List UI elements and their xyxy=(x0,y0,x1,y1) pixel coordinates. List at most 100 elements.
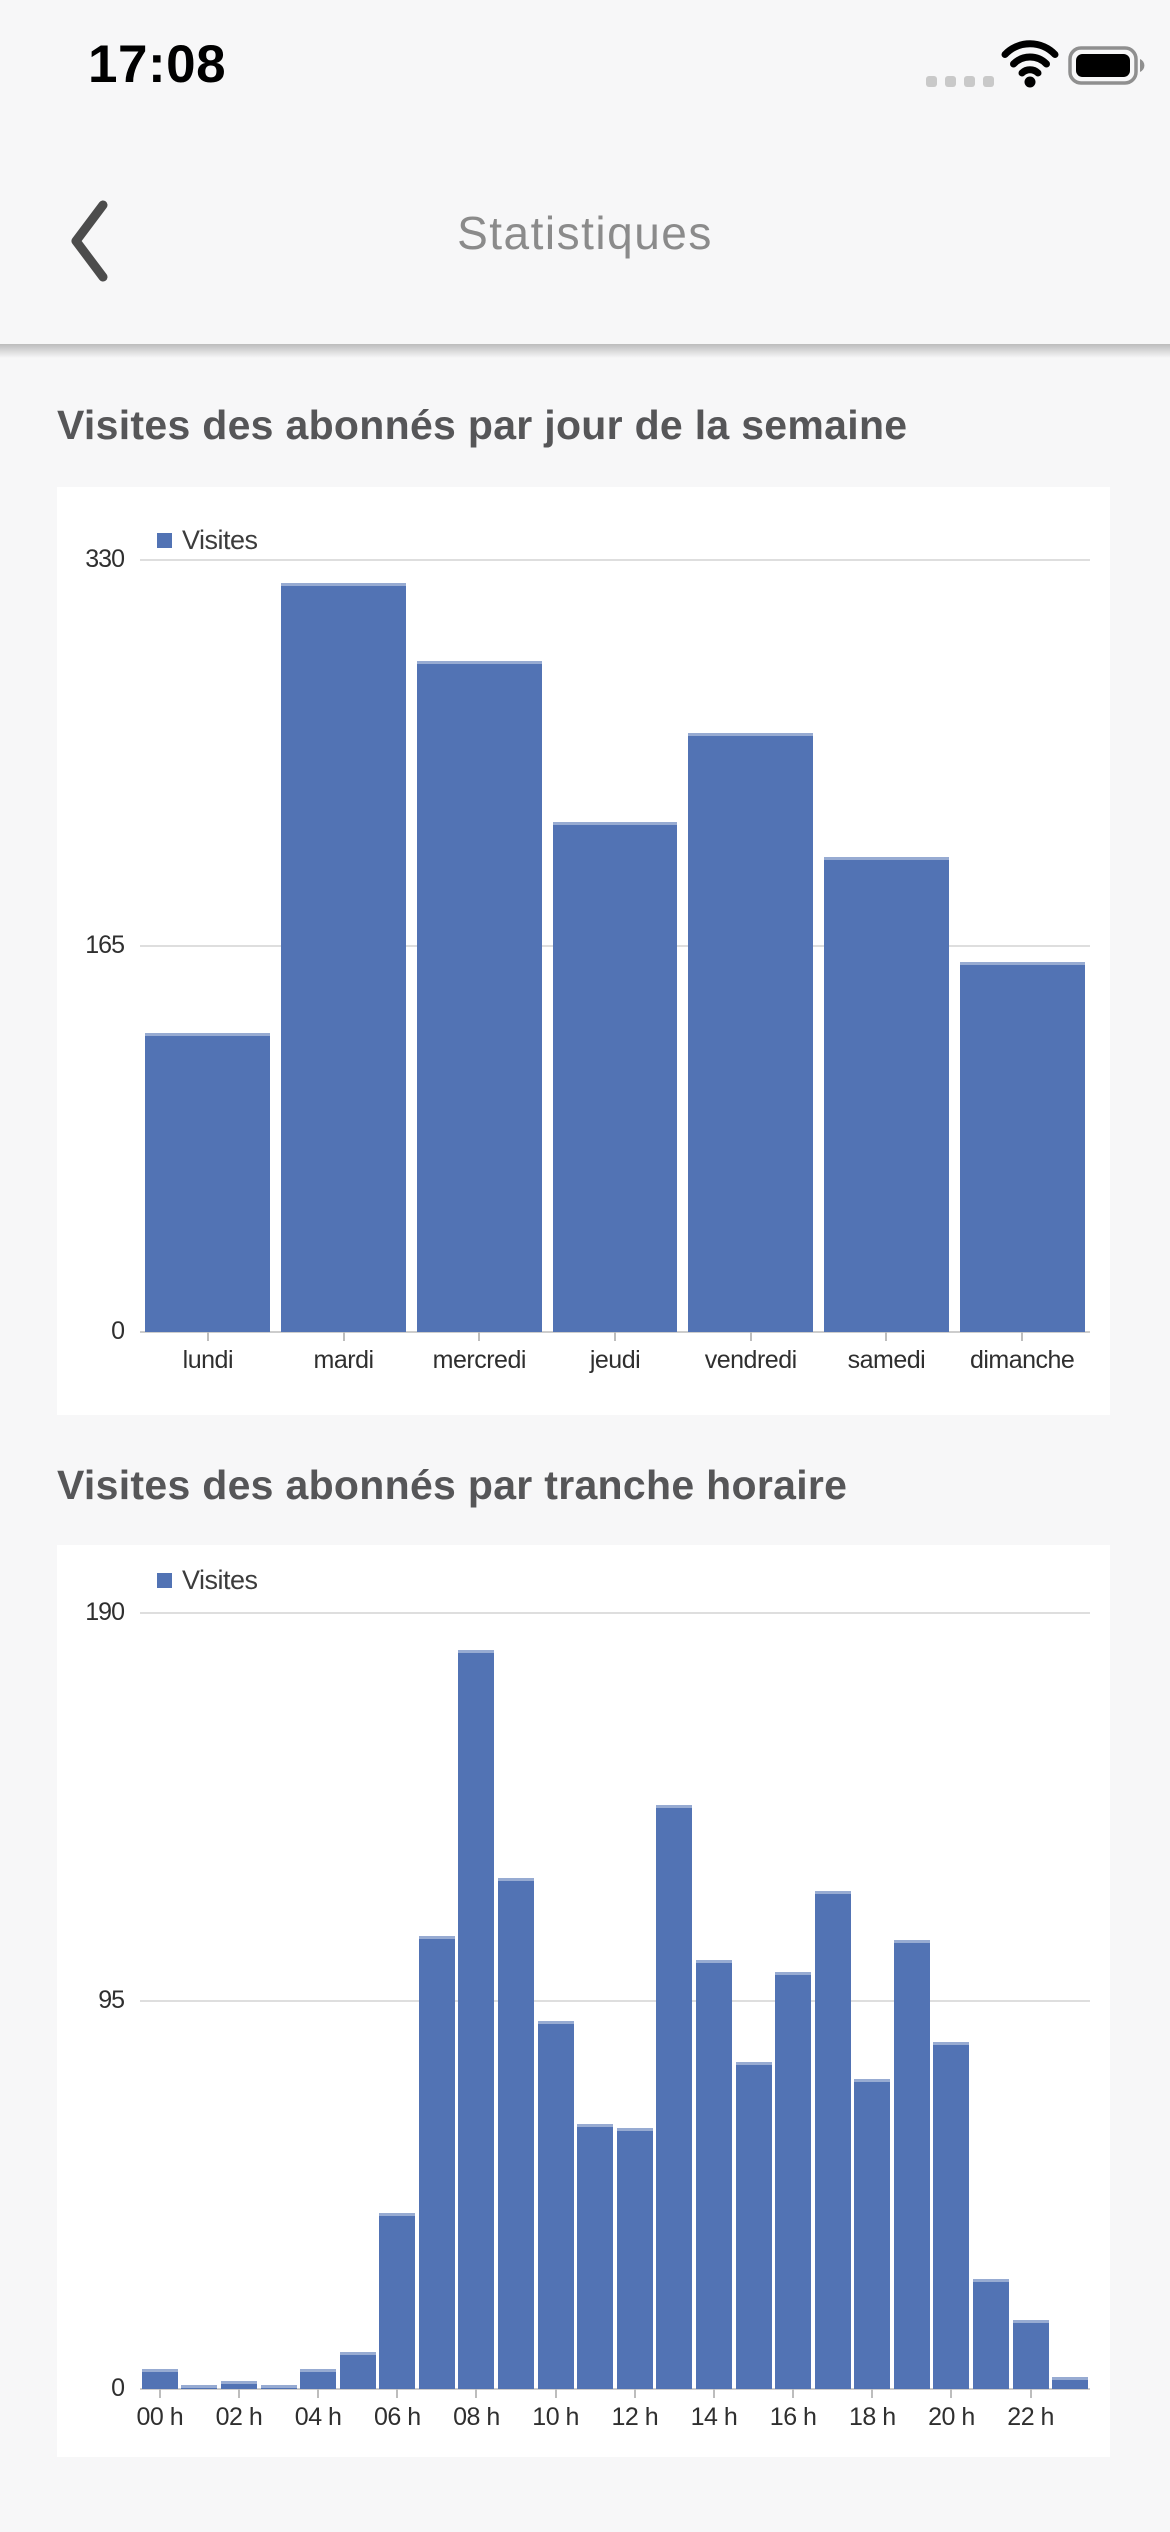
bar-18h xyxy=(854,2078,891,2389)
x-axis-tick-label: samedi xyxy=(847,1346,926,1374)
header-shadow xyxy=(0,344,1170,358)
x-axis-tick-label: 12 h xyxy=(611,2403,659,2431)
axis-tick xyxy=(1021,1332,1024,1341)
x-axis-tick-label: 00 h xyxy=(136,2403,184,2431)
y-axis-tick-label: 0 xyxy=(111,2373,125,2402)
weekday-chart-card: Visites 0 165 330 lundi mardi mercredi jeudi ve… xyxy=(57,487,1110,1415)
y-axis-tick-label: 95 xyxy=(98,1985,125,2014)
wifi-icon xyxy=(998,40,1062,93)
bar-16h xyxy=(775,1972,812,2389)
bar-20h xyxy=(933,2041,970,2389)
axis-tick xyxy=(342,1332,345,1341)
bar-00h xyxy=(141,2368,178,2389)
x-axis-tick-label: 16 h xyxy=(769,2403,817,2431)
page-title: Statistiques xyxy=(457,207,713,259)
gridline xyxy=(140,1612,1090,1614)
bar-10h xyxy=(537,2021,574,2389)
bar-mercredi xyxy=(416,660,542,1332)
weekday-chart-title: Visites des abonnés par jour de la semai… xyxy=(57,402,908,448)
bar-21h xyxy=(973,2278,1010,2389)
x-axis-tick-label: 10 h xyxy=(532,2403,579,2431)
axis-tick xyxy=(614,1332,616,1341)
bar-lundi xyxy=(145,1032,271,1332)
axis-tick xyxy=(633,2389,636,2398)
bar-14h xyxy=(695,1960,732,2389)
axis-tick xyxy=(206,1332,209,1341)
bar-22h xyxy=(1012,2319,1049,2389)
x-axis-tick-label: 04 h xyxy=(294,2403,342,2431)
bar-04h xyxy=(300,2368,337,2389)
bar-11h xyxy=(577,2123,614,2389)
plot-area: 0 95 190 00 h 02 h 04 h 06 h 08 h 10 h 12 h 14 h 16… xyxy=(85,1598,1090,2431)
x-axis-tick-label: 02 h xyxy=(215,2403,263,2431)
axis-tick xyxy=(712,2389,715,2398)
legend-swatch-icon xyxy=(157,533,172,548)
axis-tick xyxy=(871,2389,874,2398)
bar-17h xyxy=(814,1890,851,2389)
axis-tick xyxy=(749,1332,752,1341)
x-axis-tick-label: 20 h xyxy=(928,2403,975,2431)
bar-06h xyxy=(379,2213,416,2389)
bar-23h xyxy=(1052,2376,1089,2389)
bar-13h xyxy=(656,1804,693,2389)
y-axis-tick-label: 0 xyxy=(111,1316,125,1345)
axis-tick xyxy=(554,2389,557,2398)
x-axis-tick-label: mardi xyxy=(313,1346,375,1374)
axis-tick xyxy=(1029,2389,1032,2398)
legend-label: Visites xyxy=(182,1565,258,1595)
bar-samedi xyxy=(824,857,949,1332)
axis-tick xyxy=(237,2389,240,2398)
y-axis-tick-label: 330 xyxy=(85,544,125,573)
x-axis-tick-label: 22 h xyxy=(1007,2403,1054,2431)
x-axis-tick-label: vendredi xyxy=(704,1346,797,1374)
bar-02h xyxy=(220,2380,257,2389)
legend: Visites xyxy=(157,1565,258,1596)
axis-tick xyxy=(317,2389,320,2398)
battery-icon xyxy=(1068,46,1148,91)
bar-05h xyxy=(339,2352,376,2389)
status-time: 17:08 xyxy=(88,35,227,94)
y-axis-tick-label: 165 xyxy=(85,930,125,959)
x-axis-tick-label: 06 h xyxy=(373,2403,421,2431)
legend-label: Visites xyxy=(182,525,258,555)
chevron-left-icon xyxy=(66,200,110,287)
bar-dimanche xyxy=(959,962,1085,1332)
back-button[interactable] xyxy=(48,192,128,292)
gridline xyxy=(140,2000,1090,2002)
legend: Visites xyxy=(157,525,258,556)
axis-tick xyxy=(885,1332,888,1341)
bar-jeudi xyxy=(552,822,678,1332)
bar-08h xyxy=(458,1649,495,2389)
bar-mardi xyxy=(281,583,406,1332)
axis-tick xyxy=(158,2389,161,2398)
x-axis-line xyxy=(140,2388,1090,2390)
bar-15h xyxy=(735,2062,772,2389)
axis-tick xyxy=(396,2389,399,2398)
hourly-chart-card: Visites 0 95 190 00 h 02 h 04 h 06 h 08 h 10 h 12… xyxy=(57,1545,1110,2457)
x-axis-tick-label: mercredi xyxy=(432,1346,527,1374)
bar-vendredi xyxy=(688,733,814,1332)
bar-03h xyxy=(260,2384,297,2389)
x-axis-tick-label: jeudi xyxy=(589,1346,641,1374)
x-axis-tick-label: 08 h xyxy=(453,2403,500,2431)
legend-swatch-icon xyxy=(157,1573,172,1588)
bar-09h xyxy=(498,1878,535,2389)
axis-tick xyxy=(950,2389,953,2398)
hourly-chart-title: Visites des abonnés par tranche horaire xyxy=(57,1462,848,1508)
bar-12h xyxy=(616,2127,653,2389)
cellular-signal-icon xyxy=(926,76,994,87)
axis-tick xyxy=(475,2389,478,2398)
y-axis-tick-label: 190 xyxy=(85,1597,125,1626)
x-axis-tick-label: dimanche xyxy=(969,1346,1075,1374)
x-axis-tick-label: 14 h xyxy=(690,2403,738,2431)
x-axis-tick-label: 18 h xyxy=(848,2403,896,2431)
bar-19h xyxy=(893,1939,930,2389)
gridline xyxy=(140,559,1090,561)
axis-tick xyxy=(478,1332,481,1341)
bar-01h xyxy=(181,2384,218,2389)
axis-tick xyxy=(792,2389,795,2398)
x-axis-tick-label: lundi xyxy=(182,1346,234,1374)
bar-07h xyxy=(418,1935,455,2389)
plot-area: 0 165 330 lundi mardi mercredi jeudi vendredi sa… xyxy=(85,545,1090,1374)
